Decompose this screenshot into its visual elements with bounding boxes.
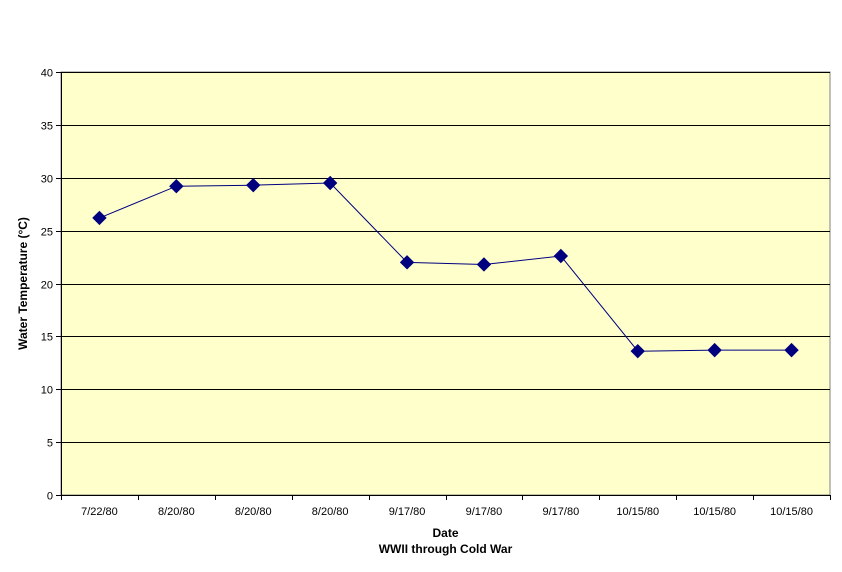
x-axis-subtitle: WWII through Cold War (379, 542, 513, 556)
y-tick-label: 25 (41, 227, 53, 239)
x-tick-label: 8/20/80 (235, 506, 272, 518)
data-point-marker (399, 255, 415, 270)
plot-area (60, 71, 831, 496)
data-point-marker (169, 179, 184, 194)
data-markers (92, 175, 799, 359)
x-tick-label: 8/20/80 (158, 506, 195, 518)
x-axis-title: Date (432, 526, 458, 540)
x-tick-label: 9/17/80 (542, 506, 579, 518)
x-tick-label: 10/15/80 (616, 506, 659, 518)
axes (61, 72, 830, 496)
x-tick-label: 9/17/80 (389, 506, 426, 518)
x-tick-label: 10/15/80 (693, 506, 736, 518)
y-tick-label: 5 (47, 438, 53, 450)
y-axis-ticks: 0 5 10 15 20 25 30 35 40 (41, 68, 61, 503)
data-point-marker (322, 175, 338, 191)
y-axis-title: Water Temperature (°C) (16, 217, 30, 350)
y-tick-label: 20 (41, 280, 53, 292)
x-tick-label: 9/17/80 (466, 506, 503, 518)
x-axis-ticks: 7/22/80 8/20/80 8/20/80 8/20/80 9/17/80 9/17/… (61, 495, 831, 518)
y-tick-label: 35 (41, 121, 53, 133)
gridlines (61, 72, 830, 443)
data-point-marker (553, 248, 569, 264)
data-point-marker (630, 343, 645, 359)
data-point-marker (476, 257, 492, 272)
series-line (99, 182, 792, 352)
x-tick-label: 10/15/80 (770, 506, 813, 518)
y-tick-label: 10 (41, 385, 53, 397)
y-tick-label: 40 (41, 68, 53, 80)
y-tick-label: 30 (41, 174, 53, 186)
y-tick-label: 15 (41, 332, 53, 344)
y-tick-label: 0 (47, 491, 53, 503)
data-point-marker (92, 210, 107, 226)
series-line-layer (99, 182, 792, 352)
x-tick-label: 8/20/80 (312, 506, 349, 518)
data-point-marker (707, 342, 722, 358)
data-point-marker (246, 177, 261, 193)
data-point-marker (784, 342, 799, 358)
x-tick-label: 7/22/80 (81, 506, 118, 518)
